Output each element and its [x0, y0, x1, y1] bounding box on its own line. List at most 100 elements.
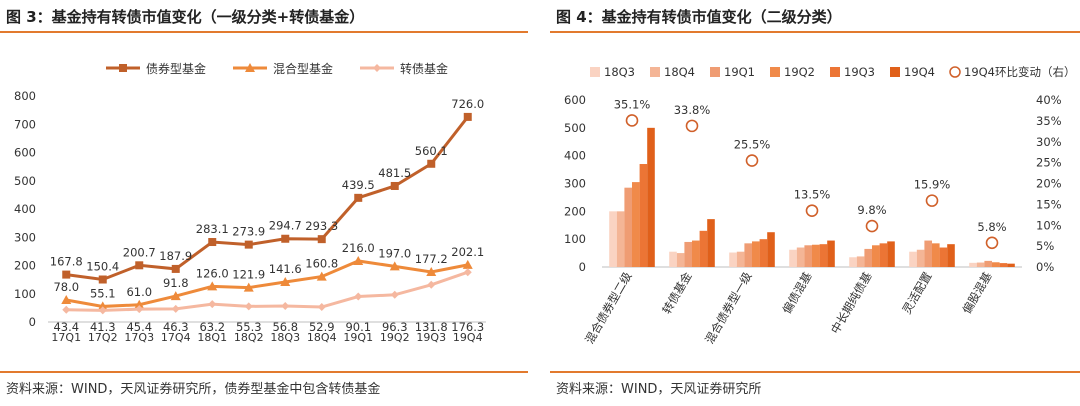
secondary-point	[625, 114, 639, 127]
bar	[744, 243, 752, 267]
data-label: 216.0	[342, 241, 375, 255]
x-tick-label: 19Q2	[380, 331, 410, 344]
data-label: 273.9	[232, 225, 265, 239]
data-label: 131.8	[415, 320, 448, 334]
secondary-label: 13.5%	[794, 188, 831, 202]
legend-marker-1	[245, 63, 255, 72]
secondary-label: 33.8%	[674, 103, 711, 117]
bar	[879, 243, 888, 267]
data-point	[354, 193, 363, 202]
bar	[947, 244, 955, 267]
bar	[729, 252, 737, 267]
data-label: 56.8	[272, 320, 298, 334]
secondary-label: 9.8%	[857, 203, 886, 217]
secondary-point	[685, 119, 699, 133]
legend-label-1: 18Q4	[664, 65, 695, 79]
bar	[939, 247, 948, 267]
data-label: 197.0	[378, 246, 411, 260]
data-point	[462, 259, 473, 269]
bar	[969, 262, 977, 267]
legend-secondary-marker	[949, 66, 961, 78]
data-label: 187.9	[159, 249, 192, 263]
bar	[856, 256, 865, 267]
data-label: 200.7	[123, 245, 156, 259]
data-label: 160.8	[305, 257, 338, 271]
bar	[827, 240, 835, 267]
x-tick-label: 18Q1	[197, 331, 227, 344]
secondary-point	[925, 194, 939, 207]
data-point	[170, 291, 181, 301]
data-point	[243, 282, 254, 292]
data-point	[390, 290, 399, 299]
legend-swatch-4	[830, 67, 840, 77]
bar	[692, 240, 700, 267]
series-line-0	[66, 115, 469, 282]
data-point	[61, 294, 72, 304]
data-label: 283.1	[196, 222, 229, 236]
data-point	[98, 306, 107, 315]
bar	[767, 232, 775, 267]
x-tick-label: 18Q2	[234, 331, 264, 344]
bar	[669, 251, 677, 267]
bar	[647, 127, 655, 267]
y-tick-label: 600	[14, 146, 36, 160]
y-tick-label: 100	[564, 232, 586, 246]
data-label: 126.0	[196, 266, 229, 280]
data-point	[463, 112, 472, 121]
data-label: 78.0	[53, 280, 79, 294]
data-point	[134, 299, 145, 309]
secondary-label: 25.5%	[734, 138, 771, 152]
data-label: 55.3	[236, 320, 262, 334]
legend-marker-0	[119, 64, 127, 72]
data-point	[427, 280, 436, 289]
series-line-2	[66, 270, 469, 312]
y-tick-label: 700	[14, 117, 36, 131]
data-label: 63.2	[199, 320, 225, 334]
data-point	[171, 304, 180, 313]
data-point	[426, 266, 437, 276]
bar	[916, 249, 925, 267]
legend-marker-2	[373, 64, 381, 72]
data-label: 91.8	[163, 276, 189, 290]
data-point	[135, 261, 144, 270]
x-tick-label: 中长期纯债基	[828, 269, 875, 336]
x-tick-label: 偏债混基	[779, 269, 814, 316]
secondary-point	[865, 219, 879, 233]
data-label: 560.1	[415, 144, 448, 158]
bar	[819, 244, 828, 267]
bar	[812, 244, 820, 267]
bar	[804, 245, 812, 267]
bar	[616, 211, 625, 267]
left-top-rule	[0, 31, 528, 33]
bar	[676, 253, 685, 267]
right-bottom-rule	[550, 371, 1080, 373]
x-tick-label: 19Q1	[343, 331, 373, 344]
bar	[924, 240, 932, 267]
x-tick-label: 17Q1	[51, 331, 81, 344]
data-label: 294.7	[269, 219, 302, 233]
data-label: 167.8	[50, 255, 83, 269]
right-source-note: 资料来源：WIND，天风证券研究所	[556, 382, 762, 397]
data-point	[390, 181, 399, 190]
y2-tick-label: 15%	[1036, 197, 1062, 211]
data-point	[135, 305, 144, 314]
x-tick-label: 混合债券型一级	[702, 269, 755, 346]
bar	[796, 247, 805, 267]
data-point	[353, 255, 364, 265]
x-tick-label: 18Q3	[270, 331, 300, 344]
right-chart-panel: 图 4：基金持有转债市值变化（二级分类） 18Q3 18Q4 19Q1 19Q2 19Q…	[550, 0, 1080, 406]
right-figure-title: 图 4：基金持有转债市值变化（二级分类）	[556, 8, 842, 26]
y-tick-label: 0	[579, 260, 586, 274]
bar	[909, 251, 917, 267]
data-label: 46.3	[163, 320, 189, 334]
x-tick-label: 17Q4	[161, 331, 191, 344]
x-tick-label: 19Q3	[416, 331, 446, 344]
y-tick-label: 400	[564, 149, 586, 163]
bar	[736, 251, 745, 267]
data-point	[62, 305, 71, 314]
left-chart-panel: 图 3：基金持有转债市值变化（一级分类+转债基金） 债券型基金 混合型基金 转债基金…	[0, 0, 528, 406]
bar	[864, 248, 872, 267]
legend-label-5: 19Q4	[904, 65, 935, 79]
left-source-note: 资料来源：WIND，天风证券研究所，债券型基金中包含转债基金	[6, 382, 381, 397]
data-point	[281, 301, 290, 310]
